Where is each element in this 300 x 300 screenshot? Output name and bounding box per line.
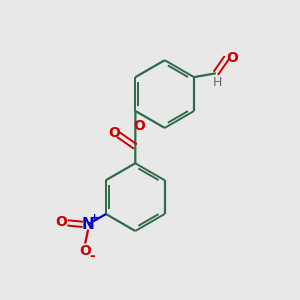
Text: +: + — [90, 213, 99, 223]
Text: O: O — [108, 126, 120, 140]
Text: O: O — [226, 51, 238, 64]
Text: O: O — [56, 215, 68, 229]
Text: N: N — [82, 217, 94, 232]
Text: H: H — [213, 76, 222, 89]
Text: O: O — [79, 244, 91, 258]
Text: -: - — [89, 249, 94, 263]
Text: O: O — [133, 119, 145, 133]
